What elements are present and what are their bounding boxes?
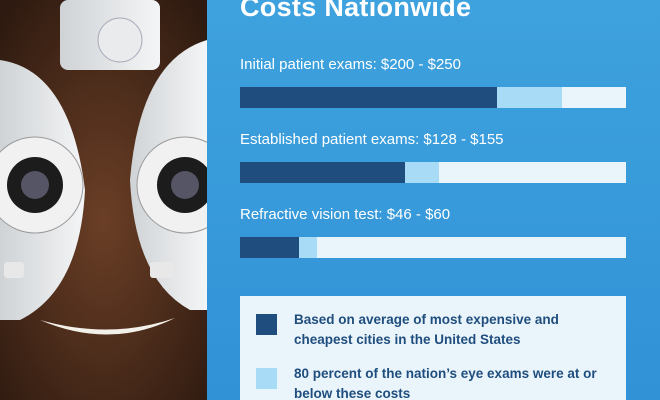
legend-swatch	[256, 314, 277, 335]
bar-label: Refractive vision test: $46 - $60	[240, 206, 451, 223]
bar-label: Initial patient exams: $200 - $250	[240, 56, 461, 73]
bar-track	[240, 162, 626, 183]
bar-track	[240, 237, 626, 258]
legend-text: 80 percent of the nation’s eye exams wer…	[294, 366, 597, 400]
bar-segment	[240, 87, 498, 108]
legend: Based on average of most expensive and c…	[240, 296, 626, 400]
title: Costs Nationwide	[240, 0, 472, 22]
legend-text: Based on average of most expensive and c…	[294, 312, 559, 347]
bar-segment	[240, 237, 300, 258]
photo	[0, 0, 207, 400]
bar-track	[240, 87, 626, 108]
bar-segment	[240, 162, 405, 183]
legend-swatch	[256, 368, 277, 389]
bar-label: Established patient exams: $128 - $155	[240, 131, 504, 148]
